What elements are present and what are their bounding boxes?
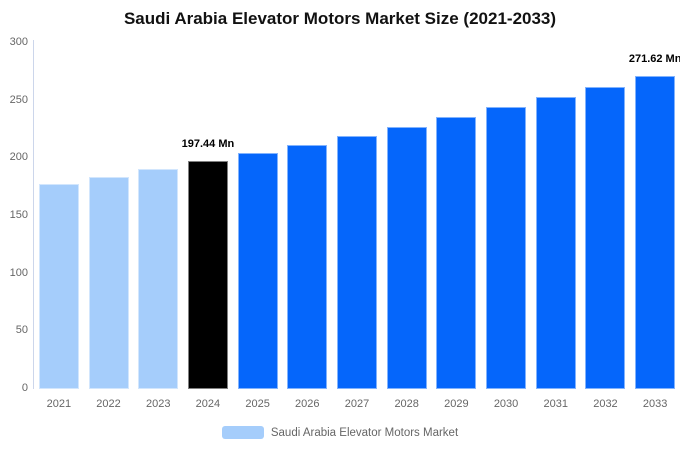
y-tick-label-50: 50 [15, 324, 28, 337]
x-tick-label-2025: 2025 [245, 398, 270, 410]
bar-2031[interactable] [535, 97, 576, 389]
x-tick-label-2027: 2027 [344, 398, 370, 410]
legend-item[interactable]: Saudi Arabia Elevator Motors Market [221, 426, 459, 439]
bar-2023[interactable] [138, 169, 179, 389]
y-tick-label-200: 200 [9, 151, 28, 164]
legend-label: Saudi Arabia Elevator Motors Market [270, 426, 459, 439]
y-axis-line [33, 40, 34, 389]
x-tick-label-2031: 2031 [543, 398, 568, 410]
legend: Saudi Arabia Elevator Motors Market [0, 426, 680, 439]
bar-2021[interactable] [38, 184, 79, 389]
y-tick-label-150: 150 [9, 209, 28, 221]
y-tick-label-0: 0 [21, 382, 28, 394]
y-tick-label-300: 300 [9, 36, 28, 48]
x-tick-label-2026: 2026 [295, 398, 320, 410]
x-tick-label-2024: 2024 [195, 398, 221, 410]
bar-2030[interactable] [486, 107, 527, 389]
x-tick-label-2021: 2021 [46, 398, 72, 410]
x-tick-label-2030: 2030 [493, 398, 519, 410]
bar-2029[interactable] [436, 117, 477, 389]
bar-2028[interactable] [386, 126, 427, 389]
x-tick-label-2022: 2022 [96, 398, 121, 410]
x-tick-label-2028: 2028 [394, 398, 419, 410]
x-tick-label-2032: 2032 [593, 398, 618, 410]
y-tick-label-250: 250 [9, 93, 28, 106]
bar-2032[interactable] [585, 86, 626, 389]
legend-swatch [221, 426, 264, 439]
bar-2025[interactable] [237, 153, 278, 389]
bar-2027[interactable] [337, 135, 377, 389]
bar-value-label-2033: 271.62 Mn [628, 52, 680, 65]
y-tick-label-100: 100 [9, 266, 28, 279]
bar-value-label-2024: 197.44 Mn [181, 138, 235, 151]
x-tick-label-2033: 2033 [642, 398, 668, 410]
bar-2022[interactable] [88, 176, 129, 389]
bar-2033[interactable] [635, 75, 676, 389]
x-tick-label-2023: 2023 [145, 398, 171, 410]
bar-2024[interactable] [187, 161, 228, 389]
x-tick-label-2029: 2029 [444, 398, 469, 410]
chart-title: Saudi Arabia Elevator Motors Market Size… [123, 9, 557, 28]
bar-2026[interactable] [287, 144, 328, 389]
